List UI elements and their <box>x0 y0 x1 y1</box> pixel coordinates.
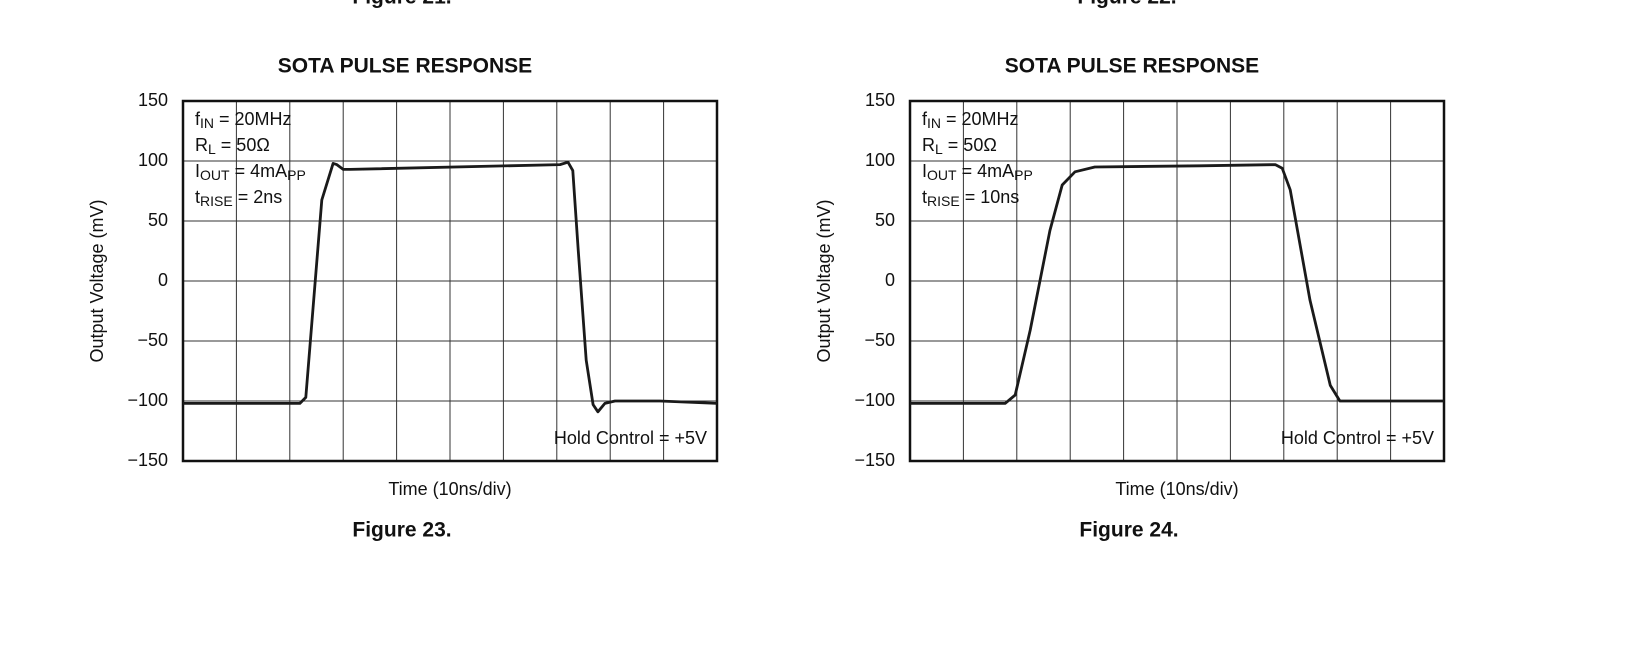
x-axis-label: Time (10ns/div) <box>1115 479 1238 499</box>
annotation-part: t <box>195 187 200 207</box>
y-axis-label: Output Voltage (mV) <box>87 199 107 362</box>
annotation: tRISE = 2ns <box>195 187 282 209</box>
y-tick-label: 100 <box>865 150 895 170</box>
annotation-part: f <box>195 109 201 129</box>
annotation: IOUT = 4mAPP <box>195 161 306 183</box>
annotation: fIN = 20MHz <box>922 109 1019 131</box>
annotation-part: f <box>922 109 928 129</box>
clipped-caption: Figure 22. <box>1077 0 1176 9</box>
y-tick-label: 100 <box>138 150 168 170</box>
y-tick-label: 50 <box>875 210 895 230</box>
annotation-part: = 10ns <box>960 187 1020 207</box>
annotation-part: R <box>922 135 935 155</box>
annotation-note: Hold Control = +5V <box>554 428 707 448</box>
annotation-note: Hold Control = +5V <box>1281 428 1434 448</box>
annotation: IOUT = 4mAPP <box>922 161 1033 183</box>
y-tick-label: 150 <box>138 90 168 110</box>
annotation-part: R <box>195 135 208 155</box>
annotation-part: RISE <box>200 193 233 209</box>
annotation: RL = 50Ω <box>195 135 270 157</box>
annotation-part: OUT <box>200 167 230 183</box>
annotation-part: IN <box>927 115 941 131</box>
annotation-part: IN <box>200 115 214 131</box>
y-tick-label: −150 <box>127 450 168 470</box>
y-axis-label: Output Voltage (mV) <box>814 199 834 362</box>
figure-caption: Figure 23. <box>352 519 451 542</box>
plot-frame <box>908 99 1446 463</box>
annotation-part: = 4mA <box>957 161 1015 181</box>
annotation-part: RISE <box>927 193 960 209</box>
annotation-part: PP <box>287 167 306 183</box>
annotation-part: t <box>922 187 927 207</box>
figure-caption: Figure 24. <box>1079 519 1178 542</box>
chart-title: SOTA PULSE RESPONSE <box>1005 55 1259 78</box>
annotation-part: = 50Ω <box>943 135 997 155</box>
annotation-part: L <box>208 141 216 157</box>
annotation-part: = 4mA <box>230 161 288 181</box>
plot-frame <box>181 99 719 463</box>
response-curve <box>910 163 1444 405</box>
annotation-part: L <box>935 141 943 157</box>
annotation-part: = 2ns <box>233 187 283 207</box>
y-tick-label: 0 <box>885 270 895 290</box>
annotation-part: PP <box>1014 167 1033 183</box>
y-tick-label: −50 <box>864 330 895 350</box>
y-tick-label: 50 <box>148 210 168 230</box>
annotation: fIN = 20MHz <box>195 109 292 131</box>
y-tick-label: 150 <box>865 90 895 110</box>
y-tick-label: −100 <box>854 390 895 410</box>
annotation-part: I <box>922 161 927 181</box>
annotation-part: I <box>195 161 200 181</box>
response-curve <box>183 160 718 414</box>
y-tick-label: 0 <box>158 270 168 290</box>
annotation-part: = 20MHz <box>941 109 1019 129</box>
y-tick-label: −150 <box>854 450 895 470</box>
y-tick-label: −50 <box>137 330 168 350</box>
annotation: RL = 50Ω <box>922 135 997 157</box>
annotation: tRISE = 10ns <box>922 187 1019 209</box>
annotation-part: = 20MHz <box>214 109 292 129</box>
x-axis-label: Time (10ns/div) <box>388 479 511 499</box>
annotation-part: OUT <box>927 167 957 183</box>
clipped-caption: Figure 21. <box>352 0 451 9</box>
annotation-part: = 50Ω <box>216 135 270 155</box>
y-tick-label: −100 <box>127 390 168 410</box>
chart-title: SOTA PULSE RESPONSE <box>278 55 532 78</box>
